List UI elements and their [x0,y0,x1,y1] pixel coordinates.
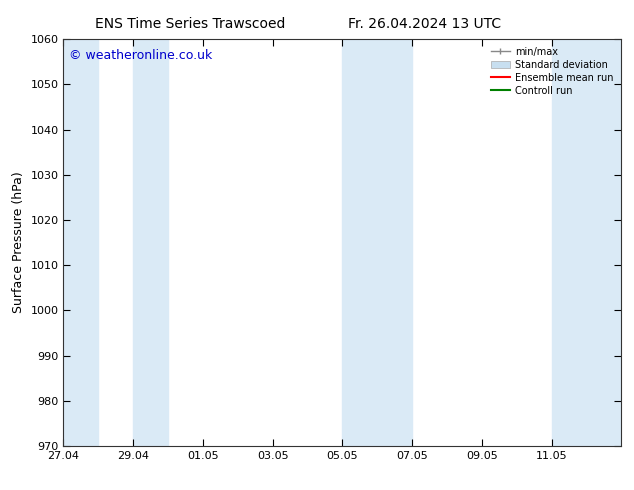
Bar [342,39,377,446]
Y-axis label: Surface Pressure (hPa): Surface Pressure (hPa) [12,172,25,314]
Text: © weatheronline.co.uk: © weatheronline.co.uk [69,49,212,62]
Bar [552,39,621,446]
Legend: min/max, Standard deviation, Ensemble mean run, Controll run: min/max, Standard deviation, Ensemble me… [487,43,618,99]
Text: ENS Time Series Trawscoed: ENS Time Series Trawscoed [95,17,285,31]
Text: Fr. 26.04.2024 13 UTC: Fr. 26.04.2024 13 UTC [348,17,501,31]
Bar [377,39,412,446]
Bar [63,39,98,446]
Bar [133,39,168,446]
